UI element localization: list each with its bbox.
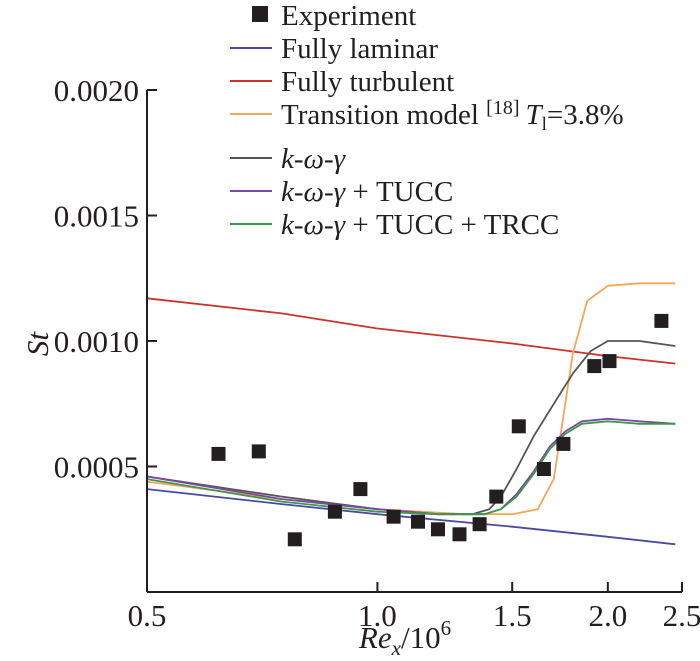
y-tick-label: 0.0010 [54, 324, 139, 359]
legend-label-fully-turbulent: Fully turbulent [281, 66, 454, 98]
experiment-point [353, 482, 368, 497]
experiment-point [587, 359, 602, 374]
y-tick-label: 0.0020 [54, 73, 139, 108]
experiment-point [386, 509, 401, 524]
experiment-point [654, 313, 669, 328]
legend-label-kwg-tucc-trcc-italic: k-ω-γ [281, 209, 347, 241]
x-axis-title-main: Re [358, 620, 392, 655]
experiment-point [431, 522, 445, 537]
experiment-point [536, 462, 551, 476]
legend-label-transition-ref: [18] [486, 97, 519, 119]
legend-label-kwg-tucc-trcc: k-ω-γ + TUCC + TRCC [281, 209, 559, 241]
experiment-point [489, 489, 504, 504]
series-line-k-tucc [146, 417, 676, 516]
legend-label-kwg-tucc-italic: k-ω-γ [281, 176, 347, 208]
x-tick-label: 1.0 [358, 598, 397, 633]
x-tick-label: 0.5 [128, 598, 167, 633]
experiment-point [472, 517, 487, 532]
series-line-k-tucc-trcc [146, 420, 676, 516]
experiment-point [511, 419, 526, 434]
x-axis-title-sub: x [391, 636, 402, 660]
x-tick-label: 2.5 [663, 598, 700, 633]
experiment-point [556, 436, 571, 451]
experiment-point [602, 354, 617, 369]
legend-label-transition-text: Transition model [281, 99, 486, 131]
legend-label-kwg: k-ω-γ [281, 143, 347, 175]
experiment-point [251, 444, 266, 459]
legend-label-kwg-tucc-rest: + TUCC [345, 176, 453, 208]
series-line-fully-turbulent [146, 297, 676, 365]
x-axis-title-sup: 6 [441, 616, 452, 640]
legend-label-kwg-tucc-trcc-rest: + TUCC + TRCC [345, 209, 559, 241]
series-layer [146, 282, 676, 546]
legend-label-transition-t-sub: l [542, 114, 547, 135]
x-axis-title-rest: /10 [401, 620, 441, 655]
experiment-point [287, 532, 302, 547]
experiment-point [211, 446, 226, 461]
series-line-fully-laminar [146, 488, 676, 546]
legend-label-transition-model: Transition model [18] Tl=3.8% [281, 97, 624, 135]
y-tick-label: 0.0015 [54, 199, 139, 234]
series-line-transition-model [146, 282, 676, 516]
x-axis-title: Rex/106 [358, 616, 451, 660]
experiment-markers [211, 313, 669, 547]
legend: Experiment Fully laminar Fully turbulent… [230, 0, 624, 241]
legend-label-kwg-italic: k-ω-γ [281, 143, 347, 175]
legend-label-fully-laminar: Fully laminar [281, 33, 438, 65]
y-tick-label: 0.0005 [54, 450, 139, 485]
experiment-point [327, 504, 342, 519]
experiment-point [452, 527, 467, 542]
legend-label-kwg-tucc: k-ω-γ + TUCC [281, 176, 453, 208]
x-tick-label: 2.0 [588, 598, 627, 633]
experiment-point [411, 514, 425, 529]
legend-label-transition-t: T [526, 99, 544, 131]
legend-label-experiment: Experiment [281, 0, 416, 32]
tick-layer: 0.0005 0.0010 0.0015 0.0020 0.5 1.0 1.5 2.0 2.5 [54, 73, 700, 633]
legend-label-transition-value: =3.8% [547, 99, 624, 131]
legend-swatch-experiment [252, 6, 268, 22]
x-tick-label: 1.5 [493, 598, 532, 633]
y-axis-title: St [20, 331, 55, 357]
